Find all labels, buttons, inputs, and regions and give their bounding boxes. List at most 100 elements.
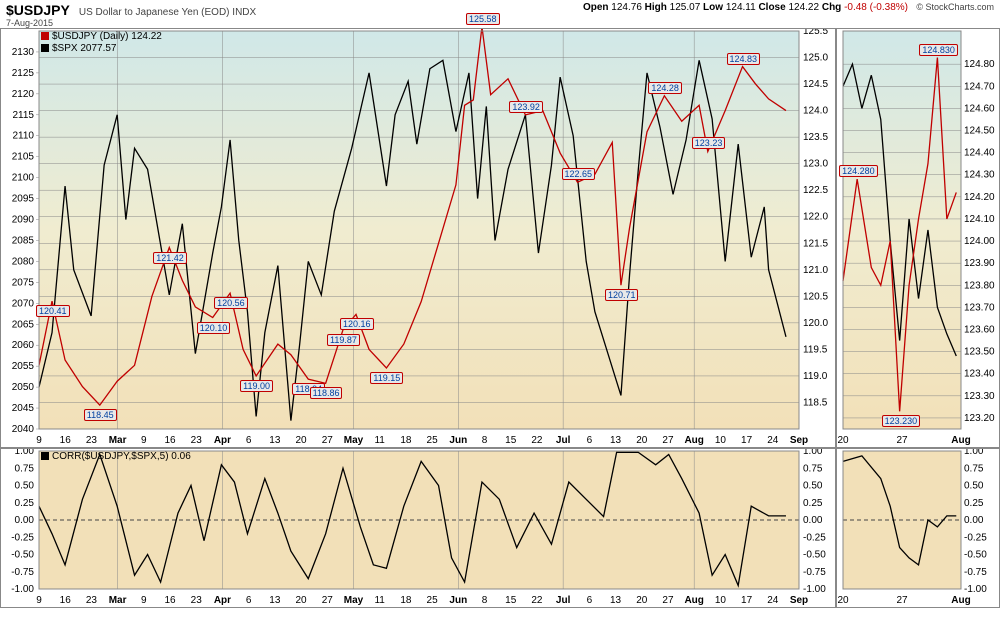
- svg-text:2105: 2105: [12, 152, 35, 163]
- svg-text:Apr: Apr: [214, 435, 231, 446]
- svg-text:123.0: 123.0: [803, 159, 828, 170]
- price-label: 120.71: [605, 289, 639, 301]
- svg-text:Sep: Sep: [790, 595, 808, 606]
- svg-text:2060: 2060: [12, 340, 35, 351]
- svg-text:24: 24: [767, 595, 779, 606]
- svg-text:27: 27: [662, 435, 674, 446]
- svg-text:15: 15: [505, 595, 517, 606]
- svg-text:2115: 2115: [12, 110, 34, 121]
- svg-text:123.90: 123.90: [964, 258, 995, 269]
- svg-text:1.00: 1.00: [964, 449, 984, 457]
- main-chart-panel: 2040204520502055206020652070207520802085…: [0, 28, 836, 448]
- svg-text:125.0: 125.0: [803, 53, 828, 64]
- svg-text:121.0: 121.0: [803, 265, 828, 276]
- correlation-panel: -1.00-1.00-0.75-0.75-0.50-0.50-0.25-0.25…: [0, 448, 836, 608]
- svg-text:May: May: [344, 435, 364, 446]
- svg-text:124.80: 124.80: [964, 59, 995, 70]
- svg-text:Mar: Mar: [109, 435, 127, 446]
- svg-text:2040: 2040: [12, 424, 35, 435]
- svg-text:Jul: Jul: [556, 595, 571, 606]
- svg-text:Aug: Aug: [951, 595, 970, 606]
- svg-text:122.5: 122.5: [803, 185, 828, 196]
- svg-text:120.0: 120.0: [803, 318, 828, 329]
- svg-text:9: 9: [141, 435, 147, 446]
- svg-text:27: 27: [662, 595, 674, 606]
- svg-text:23: 23: [86, 435, 98, 446]
- svg-text:121.5: 121.5: [803, 238, 828, 249]
- svg-text:1.00: 1.00: [803, 449, 823, 457]
- svg-text:6: 6: [246, 435, 252, 446]
- svg-text:124.20: 124.20: [964, 192, 995, 203]
- price-label: 124.83: [727, 53, 761, 65]
- svg-text:20: 20: [636, 435, 648, 446]
- source-label: © StockCharts.com: [916, 2, 994, 12]
- svg-text:124.70: 124.70: [964, 81, 995, 92]
- svg-text:13: 13: [610, 595, 622, 606]
- svg-text:-1.00: -1.00: [11, 584, 34, 595]
- ohlc-display: Open 124.76 High 125.07 Low 124.11 Close…: [583, 2, 994, 13]
- price-label: 124.830: [919, 44, 958, 56]
- svg-text:23: 23: [86, 595, 98, 606]
- svg-text:20: 20: [636, 595, 648, 606]
- price-label: 119.15: [370, 372, 403, 384]
- subtitle: US Dollar to Japanese Yen (EOD) INDX: [79, 7, 256, 18]
- svg-text:13: 13: [269, 435, 281, 446]
- chart-header: $USDJPY US Dollar to Japanese Yen (EOD) …: [0, 0, 1000, 28]
- symbol: $USDJPY: [6, 2, 70, 18]
- svg-text:8: 8: [482, 435, 488, 446]
- svg-text:11: 11: [374, 595, 385, 606]
- svg-text:123.70: 123.70: [964, 302, 995, 313]
- svg-text:17: 17: [741, 595, 753, 606]
- correlation-zoom-panel: -1.00-0.75-0.50-0.250.000.250.500.751.00…: [836, 448, 1000, 608]
- svg-text:11: 11: [374, 435, 385, 446]
- svg-text:123.30: 123.30: [964, 391, 995, 402]
- svg-text:0.25: 0.25: [803, 498, 823, 509]
- svg-text:1.00: 1.00: [15, 449, 35, 457]
- main-legend: $USDJPY (Daily) 124.22 $SPX 2077.57: [41, 31, 162, 55]
- svg-text:2050: 2050: [12, 382, 35, 393]
- svg-text:125.5: 125.5: [803, 29, 828, 37]
- svg-text:9: 9: [36, 435, 42, 446]
- svg-text:123.5: 123.5: [803, 132, 828, 143]
- svg-text:2110: 2110: [12, 131, 34, 142]
- svg-text:13: 13: [269, 595, 281, 606]
- svg-text:2090: 2090: [12, 215, 35, 226]
- chart-date: 7-Aug-2015: [6, 18, 256, 28]
- price-label: 123.92: [509, 101, 543, 113]
- svg-text:-0.50: -0.50: [964, 550, 987, 561]
- main-zoom-panel: 123.20123.30123.40123.50123.60123.70123.…: [836, 28, 1000, 448]
- corr-legend: CORR($USDJPY,$SPX,5) 0.06: [41, 451, 191, 463]
- svg-text:122.0: 122.0: [803, 212, 828, 223]
- svg-text:123.20: 123.20: [964, 413, 995, 424]
- svg-text:22: 22: [531, 595, 543, 606]
- svg-text:27: 27: [322, 595, 334, 606]
- price-label: 118.45: [84, 409, 117, 421]
- svg-text:0.75: 0.75: [15, 463, 35, 474]
- svg-text:8: 8: [482, 595, 488, 606]
- svg-text:13: 13: [610, 435, 622, 446]
- svg-text:-1.00: -1.00: [964, 584, 987, 595]
- svg-text:2075: 2075: [12, 277, 35, 288]
- svg-text:-0.75: -0.75: [803, 567, 826, 578]
- svg-text:10: 10: [715, 435, 727, 446]
- svg-text:15: 15: [505, 435, 517, 446]
- svg-text:27: 27: [322, 435, 334, 446]
- svg-text:118.5: 118.5: [803, 397, 828, 408]
- price-label: 122.65: [562, 168, 596, 180]
- svg-text:0.50: 0.50: [803, 481, 823, 492]
- price-label: 119.87: [327, 334, 360, 346]
- price-label: 120.41: [36, 305, 70, 317]
- svg-text:119.5: 119.5: [803, 344, 828, 355]
- svg-text:0.25: 0.25: [964, 498, 984, 509]
- svg-text:2065: 2065: [12, 319, 35, 330]
- svg-text:2095: 2095: [12, 194, 35, 205]
- svg-text:Jun: Jun: [449, 435, 467, 446]
- svg-text:6: 6: [587, 435, 593, 446]
- svg-text:16: 16: [60, 435, 72, 446]
- svg-text:6: 6: [246, 595, 252, 606]
- svg-text:27: 27: [896, 595, 908, 606]
- price-label: 120.56: [214, 297, 248, 309]
- price-label: 121.42: [153, 252, 187, 264]
- svg-text:Apr: Apr: [214, 595, 231, 606]
- svg-text:123.50: 123.50: [964, 347, 995, 358]
